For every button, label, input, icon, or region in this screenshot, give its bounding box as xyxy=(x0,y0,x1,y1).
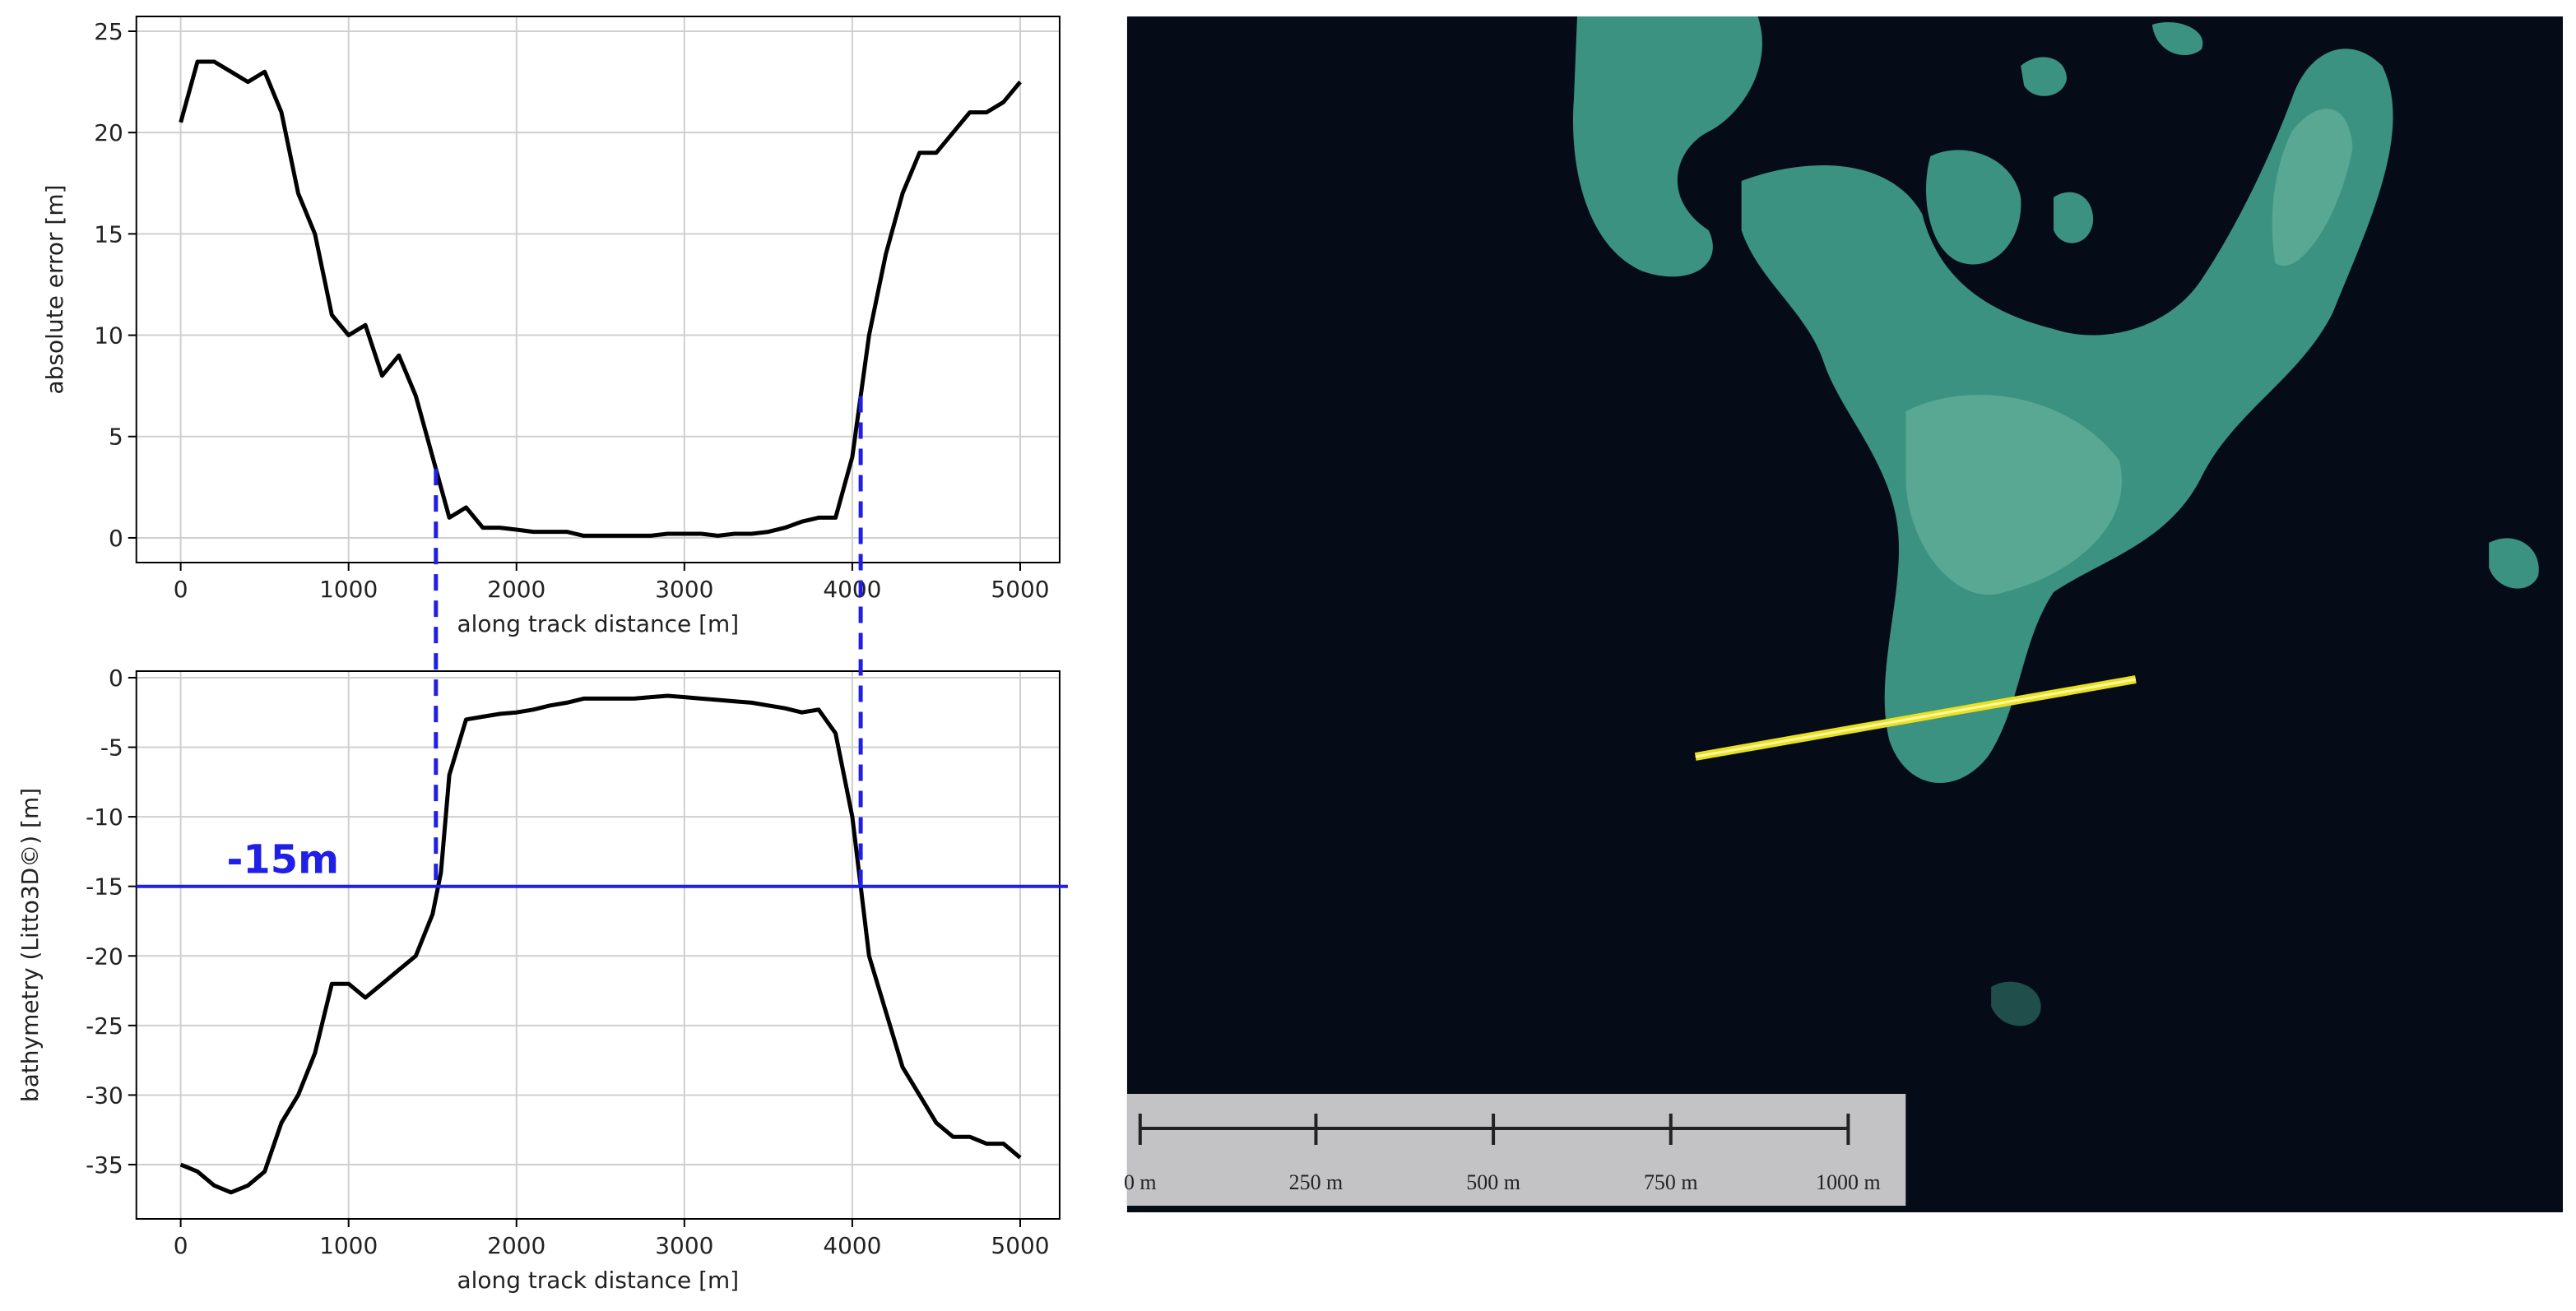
x-tick-label: 0 xyxy=(174,1232,188,1259)
scale-label: 500 m xyxy=(1466,1170,1520,1194)
y-tick-label: -15 xyxy=(86,873,123,901)
y-axis-label: absolute error [m] xyxy=(41,184,68,394)
y-tick-label: -10 xyxy=(86,804,123,831)
y-tick-label: 0 xyxy=(109,525,123,552)
x-tick-label: 0 xyxy=(174,576,188,603)
charts: 0 1000 2000 3000 4000 5000 0 5 10 15 20 25 along tra… xyxy=(16,16,1068,1294)
y-axis-label: bathymetry (Litto3D©) [m] xyxy=(16,788,44,1102)
reef-highlight xyxy=(1905,109,2353,595)
x-tick-label: 4000 xyxy=(823,1232,881,1259)
annotation: -15m xyxy=(227,837,340,883)
x-axis-label: along track distance [m] xyxy=(457,1267,740,1294)
x-tick-label: 2000 xyxy=(487,1232,545,1259)
y-tick-label: 0 xyxy=(109,665,123,692)
scale-label: 1000 m xyxy=(1816,1170,1881,1194)
scale-label: 250 m xyxy=(1289,1170,1344,1194)
data-line xyxy=(179,59,1022,538)
y-tick-label: 15 xyxy=(94,220,123,248)
y-tick-label: 5 xyxy=(109,424,123,451)
y-tick-label: 20 xyxy=(94,119,123,146)
scale-ticks: 0 m 250 m 500 m 750 m 1000 m xyxy=(1124,1114,1881,1194)
plot-frame xyxy=(135,16,1061,563)
x-tick-label: 2000 xyxy=(487,576,545,603)
scale-bar-box xyxy=(1126,1094,1906,1206)
reef xyxy=(1572,16,2539,1026)
x-tick-label: 4000 xyxy=(823,576,881,603)
data-line xyxy=(179,693,1022,1195)
satellite-map xyxy=(1126,16,2564,1212)
x-tick-label: 3000 xyxy=(655,1232,713,1259)
scale-label: 750 m xyxy=(1644,1170,1698,1194)
x-tick-label: 3000 xyxy=(655,576,713,603)
plot-frame xyxy=(135,670,1061,1220)
y-tick-label: -5 xyxy=(100,734,123,762)
x-axis-label: along track distance [m] xyxy=(457,610,740,637)
x-tick-label: 5000 xyxy=(991,576,1049,603)
y-tick-label: -20 xyxy=(86,943,123,970)
y-tick-label: 25 xyxy=(94,18,123,45)
x-tick-label: 5000 xyxy=(991,1232,1049,1259)
y-tick-label: 10 xyxy=(94,322,123,350)
track-line xyxy=(1694,675,2137,761)
x-tick-label: 1000 xyxy=(319,576,378,603)
y-tick-label: -35 xyxy=(86,1151,123,1179)
scale-label: 0 m xyxy=(1124,1170,1157,1194)
y-tick-label: -25 xyxy=(86,1012,123,1040)
y-tick-label: -30 xyxy=(86,1082,123,1109)
x-tick-label: 1000 xyxy=(319,1232,378,1259)
